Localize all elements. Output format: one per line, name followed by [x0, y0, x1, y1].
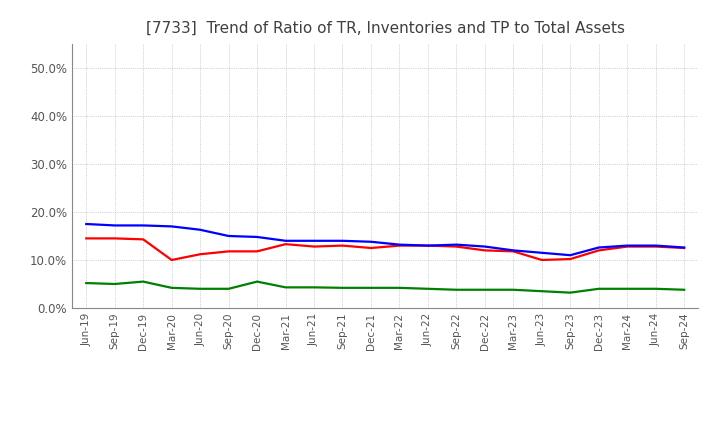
Trade Receivables [423, 243, 432, 248]
Trade Payables [537, 289, 546, 294]
Inventories [225, 233, 233, 238]
Trade Payables [253, 279, 261, 284]
Line: Trade Payables: Trade Payables [86, 282, 684, 293]
Trade Payables [595, 286, 603, 291]
Trade Receivables [82, 236, 91, 241]
Inventories [595, 245, 603, 250]
Inventories [196, 227, 204, 232]
Inventories [253, 235, 261, 240]
Trade Receivables [282, 242, 290, 247]
Trade Receivables [537, 257, 546, 263]
Trade Receivables [110, 236, 119, 241]
Inventories [395, 242, 404, 247]
Trade Payables [452, 287, 461, 293]
Trade Receivables [366, 246, 375, 251]
Inventories [652, 243, 660, 248]
Trade Payables [480, 287, 489, 293]
Trade Receivables [196, 252, 204, 257]
Inventories [566, 253, 575, 258]
Trade Payables [196, 286, 204, 291]
Inventories [680, 245, 688, 250]
Inventories [82, 221, 91, 227]
Line: Trade Receivables: Trade Receivables [86, 238, 684, 260]
Trade Receivables [680, 246, 688, 251]
Trade Receivables [595, 248, 603, 253]
Trade Receivables [395, 243, 404, 248]
Trade Payables [680, 287, 688, 293]
Trade Payables [167, 285, 176, 290]
Inventories [167, 224, 176, 229]
Trade Payables [652, 286, 660, 291]
Trade Payables [338, 285, 347, 290]
Inventories [110, 223, 119, 228]
Inventories [623, 243, 631, 248]
Trade Receivables [338, 243, 347, 248]
Trade Payables [282, 285, 290, 290]
Inventories [423, 243, 432, 248]
Trade Payables [225, 286, 233, 291]
Inventories [452, 242, 461, 247]
Trade Payables [310, 285, 318, 290]
Inventories [366, 239, 375, 244]
Trade Receivables [167, 257, 176, 263]
Inventories [310, 238, 318, 243]
Trade Receivables [480, 248, 489, 253]
Trade Receivables [253, 249, 261, 254]
Inventories [139, 223, 148, 228]
Trade Receivables [566, 257, 575, 262]
Trade Payables [366, 285, 375, 290]
Trade Receivables [139, 237, 148, 242]
Trade Payables [566, 290, 575, 295]
Trade Payables [423, 286, 432, 291]
Trade Receivables [509, 249, 518, 254]
Trade Payables [623, 286, 631, 291]
Trade Payables [395, 285, 404, 290]
Title: [7733]  Trend of Ratio of TR, Inventories and TP to Total Assets: [7733] Trend of Ratio of TR, Inventories… [145, 21, 625, 36]
Trade Receivables [623, 244, 631, 249]
Trade Receivables [310, 244, 318, 249]
Trade Receivables [225, 249, 233, 254]
Inventories [338, 238, 347, 243]
Inventories [509, 248, 518, 253]
Trade Payables [82, 280, 91, 286]
Trade Receivables [652, 244, 660, 249]
Inventories [480, 244, 489, 249]
Trade Payables [139, 279, 148, 284]
Trade Payables [110, 281, 119, 286]
Trade Receivables [452, 244, 461, 249]
Inventories [282, 238, 290, 243]
Inventories [537, 250, 546, 256]
Trade Payables [509, 287, 518, 293]
Line: Inventories: Inventories [86, 224, 684, 255]
